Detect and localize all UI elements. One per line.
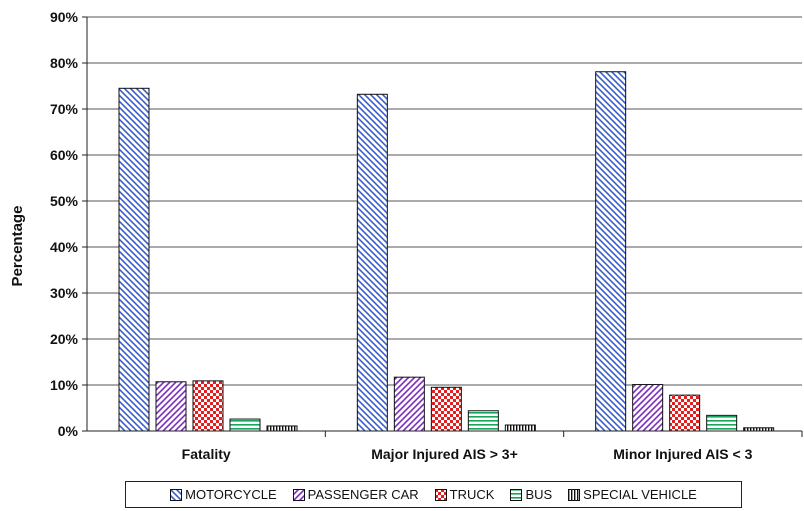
- y-tick-label: 20%: [50, 331, 79, 347]
- x-tick-label: Fatality: [182, 446, 231, 462]
- bar-motorcycle: [118, 87, 150, 432]
- legend-label: TRUCK: [449, 487, 495, 502]
- legend-item: BUS: [510, 487, 552, 502]
- y-tick-label: 80%: [50, 55, 79, 71]
- bars: [118, 71, 775, 432]
- y-tick-label: 10%: [50, 377, 79, 393]
- bar-truck: [192, 380, 224, 432]
- bar-special-vehicle: [266, 425, 298, 432]
- x-tick-label: Minor Injured AIS < 3: [613, 446, 752, 462]
- bar-motorcycle: [595, 71, 627, 432]
- y-tick-label: 0%: [58, 423, 79, 439]
- bar-bus: [229, 418, 261, 432]
- bar-passenger-car: [393, 376, 425, 432]
- legend-label: PASSENGER CAR: [307, 487, 419, 502]
- legend-item: MOTORCYCLE: [170, 487, 277, 502]
- legend-item: TRUCK: [434, 487, 495, 502]
- y-tick-label: 30%: [50, 285, 79, 301]
- legend-label: MOTORCYCLE: [185, 487, 277, 502]
- y-tick-label: 50%: [50, 193, 79, 209]
- legend-swatch: [568, 488, 581, 501]
- bar-special-vehicle: [504, 424, 536, 432]
- bar-passenger-car: [632, 384, 664, 432]
- y-tick-label: 40%: [50, 239, 79, 255]
- legend-item: PASSENGER CAR: [292, 487, 419, 502]
- bar-motorcycle: [356, 93, 388, 432]
- y-tick-label: 70%: [50, 101, 79, 117]
- y-axis-label: Percentage: [9, 206, 26, 287]
- bar-passenger-car: [155, 381, 187, 432]
- y-tick-label: 90%: [50, 9, 79, 25]
- legend-swatch: [170, 488, 183, 501]
- legend: MOTORCYCLE PASSENGER CAR TRUCK BUS SPECIAL V…: [125, 481, 742, 508]
- bar-truck: [669, 394, 701, 432]
- bar-bus: [467, 410, 499, 432]
- bar-bus: [706, 414, 738, 432]
- axes: 0% 10% 20% 30% 40% 50% 60% 70% 80% 90% Fatality Maj…: [50, 9, 803, 462]
- legend-swatch: [510, 488, 523, 501]
- gridlines: [87, 16, 802, 386]
- x-tick-label: Major Injured AIS > 3+: [371, 446, 518, 462]
- legend-item: SPECIAL VEHICLE: [568, 487, 697, 502]
- y-tick-label: 60%: [50, 147, 79, 163]
- legend-swatch: [434, 488, 447, 501]
- bar-chart: 0% 10% 20% 30% 40% 50% 60% 70% 80% 90% Fatality Maj…: [9, 9, 803, 462]
- bar-truck: [430, 386, 462, 432]
- legend-label: BUS: [525, 487, 553, 502]
- legend-label: SPECIAL VEHICLE: [583, 487, 697, 502]
- legend-swatch: [292, 488, 305, 501]
